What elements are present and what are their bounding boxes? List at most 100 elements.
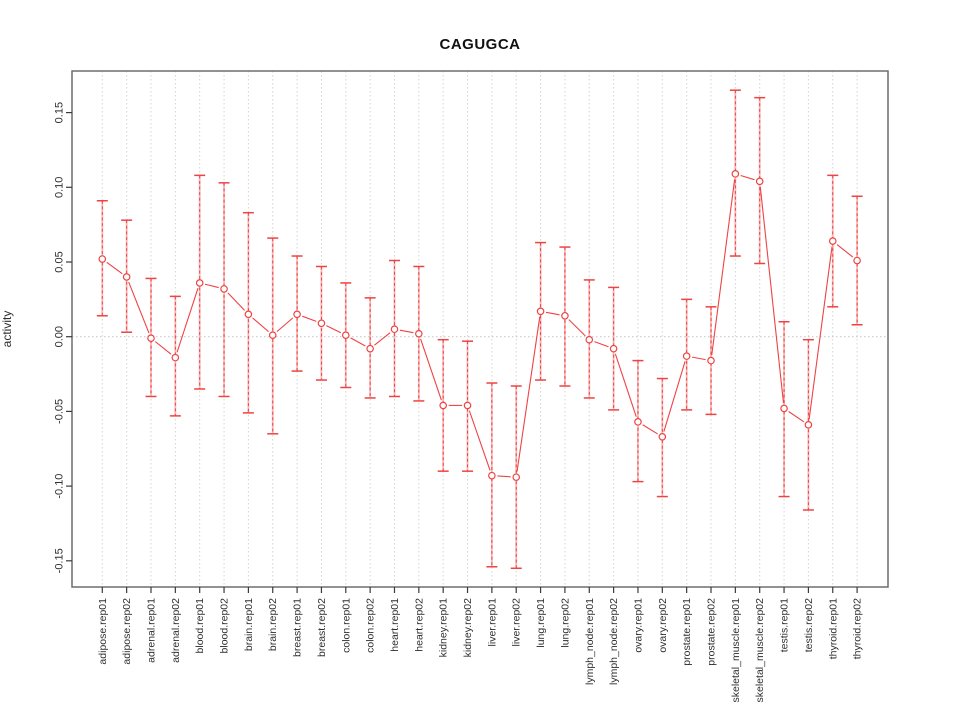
x-tick-label: testis.rep02 (803, 598, 815, 652)
x-tick-label: prostate.rep01 (681, 598, 693, 666)
x-tick-label: colon.rep01 (340, 598, 352, 653)
data-point (98, 255, 107, 263)
connector-line (808, 246, 833, 420)
x-tick-label: breast.rep01 (292, 598, 304, 657)
y-tick-label: -0.05 (54, 399, 66, 424)
data-point (682, 352, 691, 360)
data-point (122, 273, 131, 281)
data-point (147, 334, 155, 342)
connector-line (128, 281, 150, 334)
x-tick-label: brain.rep02 (267, 598, 279, 651)
data-point (463, 401, 472, 410)
x-tick-label: brain.rep01 (243, 598, 255, 651)
x-tick-label: lymph_node.rep01 (584, 598, 596, 685)
connector-line (568, 319, 586, 337)
data-point (828, 237, 837, 245)
data-point (366, 344, 374, 353)
x-tick-label: prostate.rep02 (706, 598, 718, 666)
x-tick-label: skeletal_muscle.rep02 (754, 598, 766, 703)
data-point (707, 356, 715, 365)
data-point (585, 335, 594, 344)
x-tick-label: liver.rep02 (511, 598, 523, 647)
data-point (317, 319, 326, 328)
y-tick-label: -0.15 (54, 548, 66, 573)
connector-line (302, 315, 317, 322)
data-point (780, 404, 788, 413)
connector-line (788, 411, 805, 423)
data-point (439, 401, 447, 410)
connector-line (154, 341, 172, 355)
data-point (293, 310, 301, 319)
data-point (244, 310, 253, 319)
y-tick-label: 0.05 (54, 251, 66, 272)
x-tick-label: ovary.rep02 (657, 598, 669, 653)
connector-line (227, 292, 245, 311)
data-point (755, 177, 764, 186)
x-tick-label: kidney.rep01 (438, 598, 450, 658)
connector-line (399, 329, 414, 334)
data-point (609, 344, 618, 353)
x-tick-label: kidney.rep02 (462, 598, 474, 658)
connector-line (642, 424, 658, 435)
x-tick-label: adipose.rep01 (97, 598, 109, 665)
x-tick-label: adrenal.rep02 (170, 598, 182, 663)
connector-line (420, 338, 442, 401)
x-tick-label: testis.rep01 (779, 598, 791, 652)
connector-line (614, 353, 637, 417)
connector-line (740, 174, 755, 181)
data-point (853, 256, 861, 265)
data-point (561, 311, 569, 320)
connector-line (545, 311, 560, 316)
x-tick-label: skeletal_muscle.rep01 (730, 598, 742, 703)
data-point (536, 307, 545, 316)
data-point (171, 353, 180, 362)
x-tick-label: thyroid.rep01 (827, 598, 839, 659)
chart-title: CAGUGCA (439, 36, 521, 53)
data-point (512, 473, 521, 481)
connector-line (468, 410, 491, 471)
connector-line (711, 179, 736, 356)
x-tick-label: adipose.rep02 (121, 598, 133, 665)
x-tick-label: heart.rep01 (389, 598, 401, 652)
connector-line (276, 317, 294, 333)
data-point (658, 432, 667, 441)
data-point (415, 329, 423, 338)
plot-box (71, 70, 889, 588)
x-tick-label: lung.rep01 (535, 598, 547, 648)
data-point (804, 421, 813, 429)
connector-line (759, 186, 785, 404)
connector-line (516, 316, 541, 472)
connector-line (836, 244, 854, 258)
data-point (731, 170, 740, 178)
data-point (488, 471, 496, 480)
x-tick-label: blood.rep02 (219, 598, 231, 654)
x-tick-label: lung.rep02 (559, 598, 571, 648)
connector-line (176, 287, 199, 353)
x-tick-label: blood.rep01 (194, 598, 206, 654)
x-tick-label: adrenal.rep01 (145, 598, 157, 663)
data-point (195, 279, 204, 287)
x-tick-label: heart.rep02 (413, 598, 425, 652)
connector-line (594, 341, 609, 348)
x-tick-label: lymph_node.rep02 (608, 598, 620, 685)
data-point (341, 331, 350, 340)
x-tick-label: ovary.rep01 (632, 598, 644, 653)
data-point (390, 325, 399, 334)
y-tick-label: 0.00 (54, 326, 66, 347)
x-tick-label: thyroid.rep02 (852, 598, 864, 659)
connector-line (252, 317, 269, 333)
connector-line (350, 337, 366, 347)
x-tick-label: liver.rep01 (486, 598, 498, 647)
data-point (220, 285, 228, 293)
y-tick-label: -0.10 (54, 474, 66, 499)
y-tick-label: 0.15 (54, 102, 66, 123)
connector-line (326, 325, 342, 334)
x-tick-label: breast.rep02 (316, 598, 328, 657)
connector-line (663, 361, 686, 432)
data-point (268, 331, 277, 340)
connector-line (106, 261, 123, 275)
connector-line (204, 283, 219, 289)
data-point (634, 418, 642, 426)
